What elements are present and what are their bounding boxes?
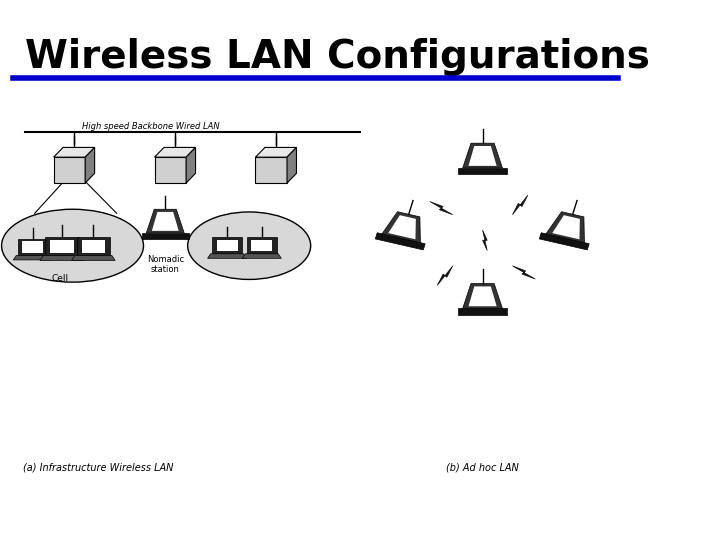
Polygon shape [256,147,297,157]
Polygon shape [251,240,272,252]
Polygon shape [186,147,196,183]
Polygon shape [469,146,497,166]
Polygon shape [142,233,189,239]
Polygon shape [13,255,53,260]
Polygon shape [458,308,508,315]
Polygon shape [437,266,453,286]
Polygon shape [482,230,487,251]
Text: (b) Ad hoc LAN: (b) Ad hoc LAN [446,462,519,472]
Polygon shape [40,255,84,260]
Polygon shape [76,237,110,255]
Polygon shape [463,143,503,168]
Ellipse shape [188,212,310,280]
Polygon shape [217,240,238,252]
Polygon shape [546,212,585,242]
Polygon shape [155,157,186,183]
Polygon shape [469,286,497,306]
Text: Wireless LAN Configurations: Wireless LAN Configurations [25,38,650,76]
Polygon shape [513,195,528,215]
Polygon shape [155,147,196,157]
Polygon shape [71,255,115,260]
Text: High speed Backbone Wired LAN: High speed Backbone Wired LAN [82,122,220,131]
Polygon shape [53,157,85,183]
Polygon shape [22,241,43,253]
Ellipse shape [1,209,143,282]
Polygon shape [18,239,48,255]
Polygon shape [388,215,416,239]
Text: Nomadic
station: Nomadic station [147,255,184,274]
Polygon shape [45,237,78,255]
Polygon shape [382,212,420,242]
Polygon shape [287,147,297,183]
Polygon shape [430,201,453,215]
Polygon shape [539,233,589,250]
Polygon shape [458,168,508,174]
Polygon shape [256,157,287,183]
Polygon shape [53,147,94,157]
Polygon shape [146,210,184,233]
Polygon shape [207,254,247,258]
Text: Cell: Cell [51,274,68,284]
Polygon shape [85,147,94,183]
Text: (a) Infrastructure Wireless LAN: (a) Infrastructure Wireless LAN [22,462,173,472]
Polygon shape [513,266,535,279]
Polygon shape [152,212,179,231]
Polygon shape [247,237,276,254]
Polygon shape [552,215,580,239]
Polygon shape [50,240,73,253]
Polygon shape [212,237,242,254]
Polygon shape [375,233,426,250]
Polygon shape [463,284,503,308]
Polygon shape [242,254,282,258]
Polygon shape [81,240,105,253]
